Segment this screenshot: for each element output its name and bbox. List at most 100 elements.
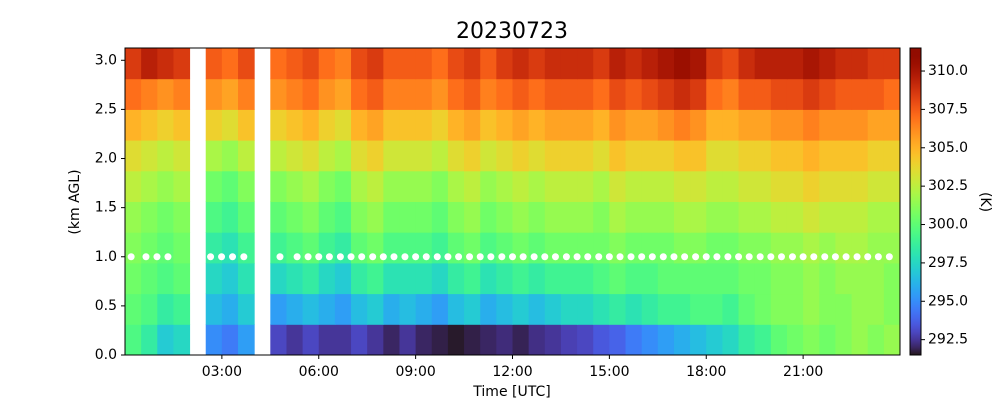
heatmap-cell (141, 78, 158, 110)
heatmap-cell (544, 140, 562, 172)
heatmap-cell (673, 109, 691, 141)
heatmap-cell (415, 109, 433, 141)
heatmap-cell (738, 140, 756, 172)
heatmap-cell (528, 170, 546, 202)
heatmap-cell (593, 293, 610, 325)
heatmap-cell (803, 170, 820, 202)
heatmap-cell (367, 48, 384, 80)
heatmap-cell (238, 78, 255, 110)
heatmap-cell (609, 48, 627, 80)
heatmap-cell (125, 262, 142, 295)
heatmap-cell (399, 140, 417, 172)
heatmap-cell (431, 109, 449, 141)
y-tick-label: 0.0 (95, 347, 117, 363)
heatmap-cell (738, 48, 756, 80)
heatmap-cell (560, 48, 578, 80)
heatmap-cell (770, 170, 788, 202)
marker (142, 253, 150, 261)
heatmap-cell (867, 201, 885, 233)
marker (842, 253, 850, 261)
y-tick-label: 1.5 (95, 200, 117, 216)
heatmap-cell (738, 109, 756, 141)
heatmap-cell (334, 170, 352, 202)
heatmap-cell (367, 170, 384, 202)
heatmap-cell (286, 293, 304, 325)
marker (864, 253, 872, 261)
colorbar-tick-label: 310.0 (928, 63, 968, 79)
heatmap-cell (706, 201, 723, 233)
heatmap-cell (867, 109, 885, 141)
heatmap-cell (334, 293, 352, 325)
heatmap-cell (383, 262, 400, 295)
heatmap-cell (351, 78, 368, 110)
marker (509, 253, 516, 261)
heatmap-cell (221, 324, 239, 356)
heatmap-cell (577, 293, 594, 325)
marker (821, 253, 829, 261)
heatmap-cell (625, 109, 643, 141)
heatmap-cell (173, 293, 191, 325)
heatmap-cell (464, 170, 481, 202)
marker (401, 253, 409, 261)
heatmap-cell (528, 48, 546, 80)
heatmap-cell (577, 48, 594, 80)
heatmap-cell (883, 109, 901, 141)
heatmap-cell (706, 48, 723, 80)
heatmap-cell (480, 201, 497, 233)
heatmap-cell (657, 140, 675, 172)
heatmap-cell (496, 201, 513, 233)
heatmap-cell (399, 78, 417, 110)
heatmap-cell (221, 293, 239, 325)
marker (713, 253, 721, 261)
heatmap-cell (786, 293, 804, 325)
heatmap-cell (205, 201, 223, 233)
heatmap-cell (496, 324, 513, 356)
heatmap-cell (786, 78, 804, 110)
heatmap-cell (238, 48, 255, 80)
heatmap-cell (657, 262, 675, 295)
heatmap-cell (367, 78, 384, 110)
colorbar-tick-label: 292.5 (928, 332, 968, 348)
heatmap-cell (754, 170, 772, 202)
heatmap-cell (205, 48, 223, 80)
heatmap-cell (754, 324, 772, 356)
y-tick-label: 1.0 (95, 249, 117, 265)
marker (627, 253, 635, 261)
heatmap-cell (351, 48, 368, 80)
heatmap-cell (415, 48, 433, 80)
heatmap-cell (157, 293, 174, 325)
marker (573, 253, 581, 261)
marker (164, 253, 172, 261)
y-tick-label: 3.0 (95, 52, 117, 68)
heatmap-cell (657, 293, 675, 325)
heatmap-cell (690, 201, 707, 233)
heatmap-cell (205, 109, 223, 141)
heatmap-cell (544, 109, 562, 141)
heatmap-cell (157, 78, 174, 110)
heatmap-cell (399, 109, 417, 141)
heatmap-cell (754, 48, 772, 80)
heatmap-cell (641, 109, 659, 141)
heatmap-cell (415, 201, 433, 233)
heatmap-cell (221, 201, 239, 233)
heatmap-cell (464, 109, 481, 141)
heatmap-cell (738, 170, 756, 202)
heatmap-cell (367, 324, 384, 356)
heatmap-cell (609, 324, 627, 356)
heatmap-cell (270, 109, 287, 141)
heatmap-cell (657, 109, 675, 141)
heatmap-cell (367, 201, 384, 233)
heatmap-cell (786, 324, 804, 356)
heatmap-cell (625, 48, 643, 80)
marker (455, 253, 463, 261)
heatmap-cell (803, 78, 820, 110)
heatmap-cell (706, 109, 723, 141)
heatmap-cell (447, 170, 465, 202)
heatmap-cell (867, 170, 885, 202)
marker (218, 253, 226, 261)
heatmap-cell (625, 324, 643, 356)
marker (390, 253, 398, 261)
heatmap-cell (770, 78, 788, 110)
heatmap-cell (593, 109, 610, 141)
heatmap-cell (673, 48, 691, 80)
